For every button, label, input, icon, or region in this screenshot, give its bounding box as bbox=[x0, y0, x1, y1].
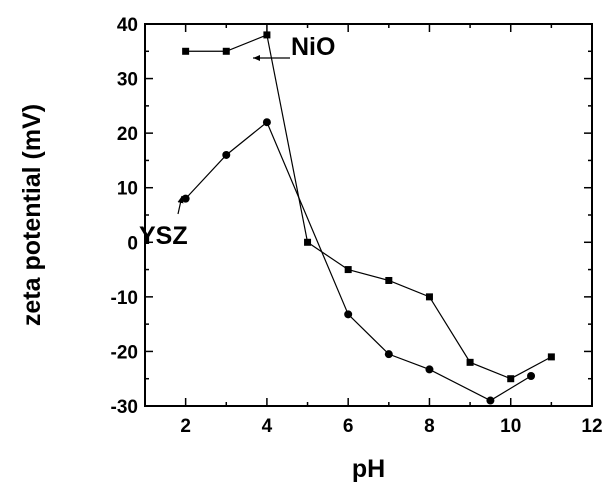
data-point-nio bbox=[263, 31, 271, 39]
series-line-nio bbox=[185, 34, 552, 380]
data-point-ysz bbox=[181, 194, 190, 203]
x-tick-label: 8 bbox=[424, 416, 435, 437]
x-axis-title: pH bbox=[352, 455, 385, 483]
data-point-ysz bbox=[384, 350, 393, 359]
nio-label: NiO bbox=[291, 33, 335, 61]
data-point-ysz bbox=[425, 365, 434, 374]
data-point-ysz bbox=[486, 396, 495, 405]
plot-frame bbox=[144, 23, 593, 407]
y-tick-label: -20 bbox=[111, 342, 138, 363]
ysz-arrow bbox=[177, 195, 184, 215]
data-point-nio bbox=[182, 47, 190, 55]
y-axis-title: zeta potential (mV) bbox=[18, 104, 46, 326]
x-tick-label: 2 bbox=[180, 416, 191, 437]
y-tick-label: 0 bbox=[127, 233, 138, 254]
data-point-ysz bbox=[344, 310, 353, 319]
y-tick-label: 40 bbox=[117, 15, 138, 36]
data-point-nio bbox=[507, 375, 515, 383]
data-point-ysz bbox=[262, 118, 271, 127]
y-tick-label: -10 bbox=[111, 288, 138, 309]
data-point-nio bbox=[466, 358, 474, 366]
ysz-label: YSZ bbox=[139, 222, 188, 250]
data-point-nio bbox=[304, 238, 312, 246]
series-line-ysz bbox=[185, 121, 532, 402]
x-tick-label: 12 bbox=[581, 416, 602, 437]
y-tick-label: 20 bbox=[117, 124, 138, 145]
x-tick-label: 6 bbox=[343, 416, 354, 437]
data-point-nio bbox=[222, 47, 230, 55]
x-tick-label: 4 bbox=[262, 416, 273, 437]
data-point-nio bbox=[425, 293, 433, 301]
data-point-ysz bbox=[527, 371, 536, 380]
y-tick-label: 30 bbox=[117, 70, 138, 91]
data-point-ysz bbox=[222, 150, 231, 159]
data-point-nio bbox=[344, 266, 352, 274]
y-tick-label: -30 bbox=[111, 397, 138, 418]
x-tick-label: 10 bbox=[500, 416, 521, 437]
y-tick-label: 10 bbox=[117, 179, 138, 200]
data-point-nio bbox=[385, 276, 393, 284]
data-point-nio bbox=[547, 353, 555, 361]
